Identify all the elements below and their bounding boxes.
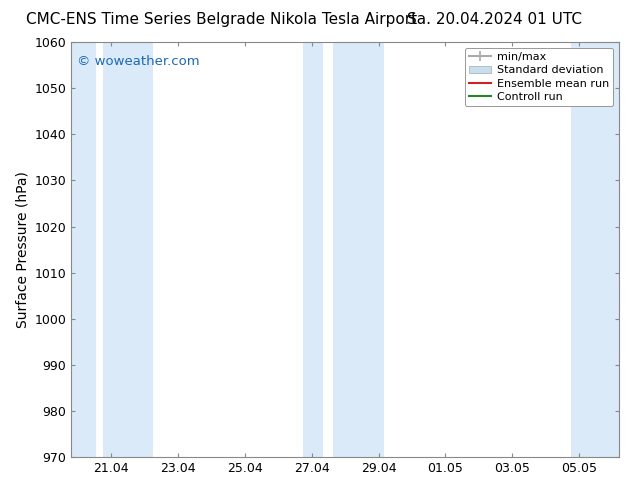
Text: Sa. 20.04.2024 01 UTC: Sa. 20.04.2024 01 UTC bbox=[407, 12, 582, 27]
Bar bbox=[103, 42, 153, 457]
Bar bbox=[571, 42, 619, 457]
Text: CMC-ENS Time Series Belgrade Nikola Tesla Airport: CMC-ENS Time Series Belgrade Nikola Tesl… bbox=[27, 12, 417, 27]
Y-axis label: Surface Pressure (hPa): Surface Pressure (hPa) bbox=[15, 171, 29, 328]
Bar bbox=[71, 42, 96, 457]
Text: © woweather.com: © woweather.com bbox=[77, 54, 200, 68]
Legend: min/max, Standard deviation, Ensemble mean run, Controll run: min/max, Standard deviation, Ensemble me… bbox=[465, 48, 614, 106]
Bar bbox=[333, 42, 384, 457]
Bar bbox=[304, 42, 323, 457]
